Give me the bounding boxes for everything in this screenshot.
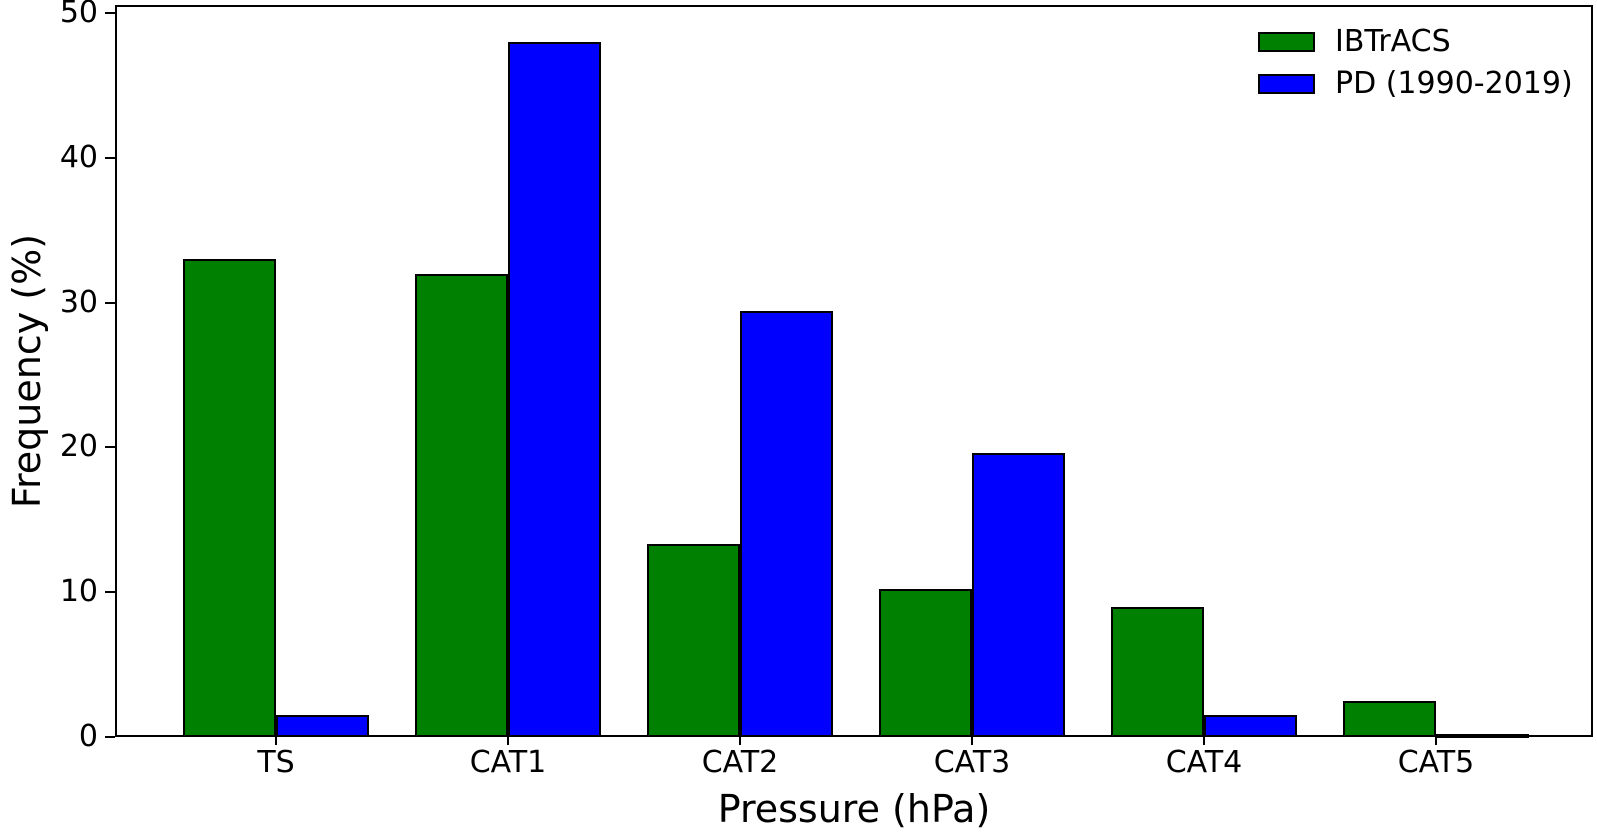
x-tick-label-cat3: CAT3 [933,745,1011,780]
x-tick-label-cat5: CAT5 [1397,745,1475,780]
right-spine [1591,5,1593,737]
x-tick-label-ts: TS [257,745,295,780]
top-spine [115,5,1593,7]
bar-ibtracs-cat3 [879,589,972,737]
y-axis-label: Frequency (%) [5,233,49,509]
y-tick-30 [105,301,115,304]
pd-color-swatch [1258,74,1315,94]
bar-ibtracs-cat2 [647,544,740,737]
y-tick-label-30: 30 [59,284,98,320]
x-axis-label: Pressure (hPa) [717,787,991,831]
legend-item-pd: PD (1990-2019) [1258,68,1573,100]
legend-item-ibtracs: IBTrACS [1258,26,1573,58]
bar-pd-cat1 [508,41,601,737]
y-tick-label-50: 50 [59,0,98,30]
y-tick-20 [105,446,115,449]
bar-pd-cat3 [972,453,1065,737]
bar-ibtracs-cat4 [1111,606,1204,737]
y-tick-50 [105,11,115,14]
x-tick-label-cat1: CAT1 [469,745,547,780]
y-tick-label-40: 40 [59,139,98,175]
y-tick-0 [105,736,115,738]
bar-ibtracs-cat1 [415,273,508,737]
y-tick-label-10: 10 [59,574,98,610]
left-spine [115,5,117,737]
x-tick-cat1 [507,736,509,745]
bar-pd-ts [276,715,369,737]
y-tick-label-20: 20 [59,429,98,465]
x-tick-cat4 [1203,736,1205,745]
x-tick-label-cat4: CAT4 [1165,745,1243,780]
y-tick-10 [105,591,115,594]
x-tick-cat2 [739,736,741,745]
y-tick-label-0: 0 [78,719,98,754]
x-tick-cat3 [971,736,973,745]
x-tick-cat5 [1435,736,1437,745]
y-tick-40 [105,156,115,159]
bottom-spine [115,735,1593,737]
ibtracs-color-swatch [1258,32,1315,52]
bar-pd-cat4 [1204,715,1297,737]
legend-label-ibtracs: IBTrACS [1335,24,1451,59]
legend: IBTrACS PD (1990-2019) [1258,26,1573,110]
bar-ibtracs-cat5 [1343,700,1436,737]
bar-pd-cat2 [740,311,833,737]
x-tick-label-cat2: CAT2 [701,745,779,780]
legend-label-pd: PD (1990-2019) [1335,66,1573,101]
bar-pd-cat5 [1436,734,1529,738]
bar-ibtracs-ts [183,259,276,737]
x-tick-ts [275,736,277,745]
